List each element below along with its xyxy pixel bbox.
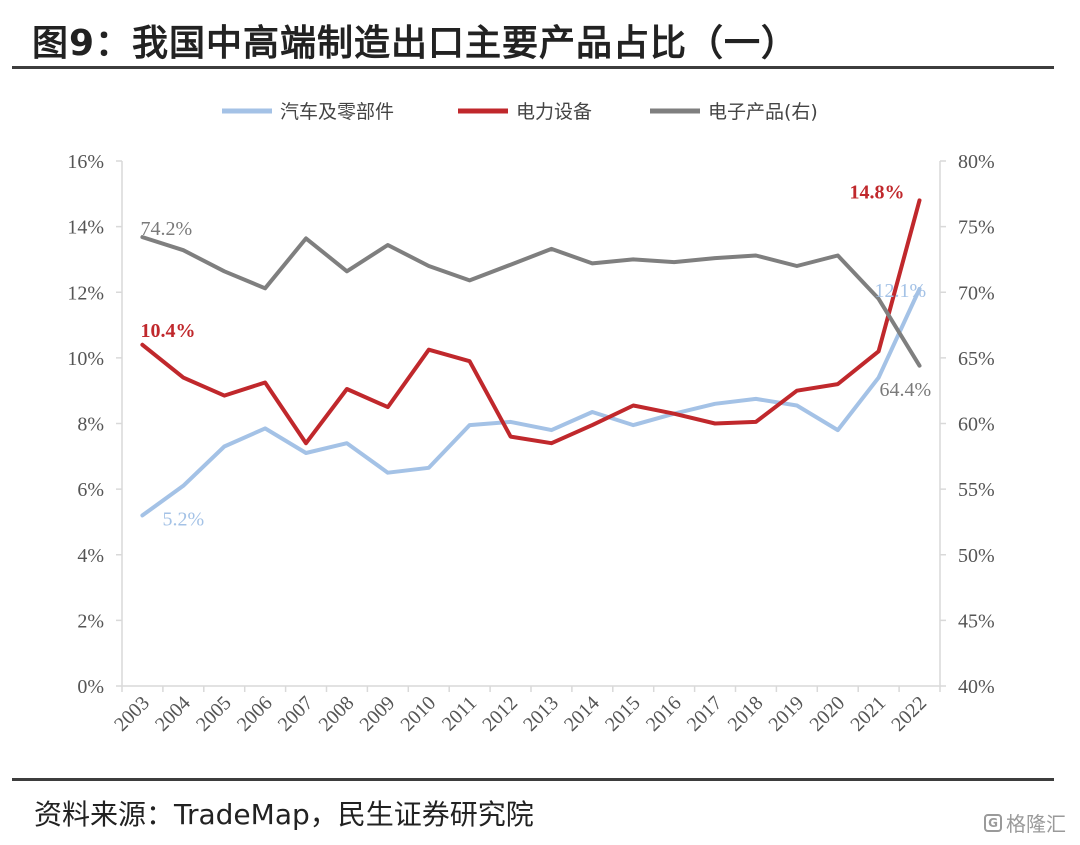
x-tick-label: 2020 xyxy=(805,692,849,736)
x-tick-label: 2019 xyxy=(765,692,809,736)
left-tick-label: 14% xyxy=(67,217,104,239)
left-tick-label: 0% xyxy=(77,676,104,698)
x-tick-label: 2022 xyxy=(887,692,931,736)
left-tick-label: 8% xyxy=(77,414,104,436)
right-tick-label: 80% xyxy=(958,151,995,173)
chart-axes: 0% 2% 4% 6% 8% 10% 12% 14% 16% 40% 45% 50% 55% 60% 65%… xyxy=(67,151,994,736)
right-tick-label: 55% xyxy=(958,479,995,501)
watermark-logo-icon: G xyxy=(984,813,1002,832)
right-tick-label: 65% xyxy=(958,348,995,370)
right-tick-label: 50% xyxy=(958,545,995,567)
right-tick-label: 45% xyxy=(958,610,995,632)
left-tick-label: 6% xyxy=(77,479,104,501)
data-label-power: 14.8% xyxy=(850,181,905,203)
page-title: 图9：我国中高端制造出口主要产品占比（一） xyxy=(32,23,799,64)
title-divider xyxy=(12,66,1054,69)
chart-series xyxy=(140,198,922,518)
right-tick-label: 70% xyxy=(958,282,995,304)
left-tick-label: 12% xyxy=(67,282,104,304)
data-label-auto: 5.2% xyxy=(162,508,204,530)
data-label-electronics: 74.2% xyxy=(140,218,192,240)
x-tick-label: 2008 xyxy=(315,692,359,736)
x-tick-label: 2021 xyxy=(846,692,890,736)
left-tick-label: 4% xyxy=(77,545,104,567)
right-tick-label: 75% xyxy=(958,217,995,239)
legend-label-power: 电力设备 xyxy=(516,101,592,123)
source-note: 资料来源：TradeMap，民生证券研究院 xyxy=(34,798,534,831)
data-label-power: 10.4% xyxy=(140,320,195,342)
x-tick-label: 2014 xyxy=(560,692,604,736)
watermark-text: 格隆汇 xyxy=(1006,812,1066,836)
x-tick-label: 2016 xyxy=(642,692,686,736)
data-label-electronics: 64.4% xyxy=(880,379,932,401)
left-tick-label: 10% xyxy=(67,348,104,370)
x-tick-label: 2010 xyxy=(396,692,440,736)
series-line-auto xyxy=(140,287,922,518)
x-tick-label: 2013 xyxy=(519,692,563,736)
chart-legend: 汽车及零部件 电力设备 电子产品(右) xyxy=(222,101,818,123)
legend-label-auto: 汽车及零部件 xyxy=(280,101,394,123)
x-tick-label: 2015 xyxy=(601,692,645,736)
x-tick-label: 2018 xyxy=(724,692,768,736)
right-tick-label: 60% xyxy=(958,414,995,436)
x-tick-label: 2009 xyxy=(356,692,400,736)
footer-divider xyxy=(12,778,1054,781)
x-tick-label: 2004 xyxy=(151,692,195,736)
line-chart: 汽车及零部件 电力设备 电子产品(右) 0% 2% 4% 6% 8% 10% 12% 14% 16%… xyxy=(67,101,994,736)
watermark: G 格隆汇 xyxy=(984,808,1066,837)
legend-label-electronics: 电子产品(右) xyxy=(708,101,818,123)
data-label-auto: 12.1% xyxy=(875,280,927,302)
x-tick-label: 2005 xyxy=(192,692,236,736)
x-tick-label: 2012 xyxy=(478,692,522,736)
x-tick-label: 2006 xyxy=(233,692,277,736)
x-tick-label: 2011 xyxy=(438,692,481,735)
chart-data-labels: 74.2% 10.4% 5.2% 14.8% 12.1% 64.4% xyxy=(140,181,931,530)
right-tick-label: 40% xyxy=(958,676,995,698)
x-tick-label: 2007 xyxy=(274,692,318,736)
series-line-power xyxy=(140,198,922,446)
left-tick-label: 16% xyxy=(67,151,104,173)
series-line-electronics xyxy=(140,235,922,368)
x-tick-label: 2017 xyxy=(683,692,727,736)
left-tick-label: 2% xyxy=(77,610,104,632)
x-tick-label: 2003 xyxy=(110,692,154,736)
